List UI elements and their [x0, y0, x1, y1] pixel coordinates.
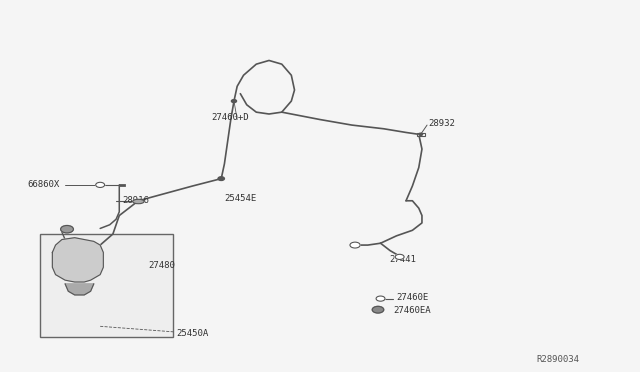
Circle shape: [372, 307, 384, 313]
Circle shape: [350, 242, 360, 248]
Bar: [40, 234, 173, 337]
Text: 25454E: 25454E: [225, 195, 257, 203]
Text: 27460E: 27460E: [396, 293, 429, 302]
Text: 66860X: 66860X: [27, 180, 59, 189]
Text: R2890034: R2890034: [537, 355, 580, 364]
Text: 25450A: 25450A: [177, 329, 209, 338]
Text: 28916: 28916: [122, 196, 149, 205]
Polygon shape: [65, 284, 94, 295]
Circle shape: [419, 133, 422, 135]
Text: 28932: 28932: [428, 119, 455, 128]
Circle shape: [232, 100, 237, 103]
Circle shape: [395, 254, 404, 260]
Circle shape: [218, 177, 225, 180]
Text: 27480: 27480: [148, 261, 175, 270]
Bar: [417, 133, 424, 136]
Text: 27441: 27441: [389, 255, 416, 264]
Circle shape: [61, 225, 74, 233]
Circle shape: [376, 296, 385, 301]
Circle shape: [96, 182, 104, 187]
Text: 27460+D: 27460+D: [212, 113, 250, 122]
Ellipse shape: [132, 199, 144, 204]
Text: 27460EA: 27460EA: [394, 306, 431, 315]
Polygon shape: [52, 238, 103, 282]
